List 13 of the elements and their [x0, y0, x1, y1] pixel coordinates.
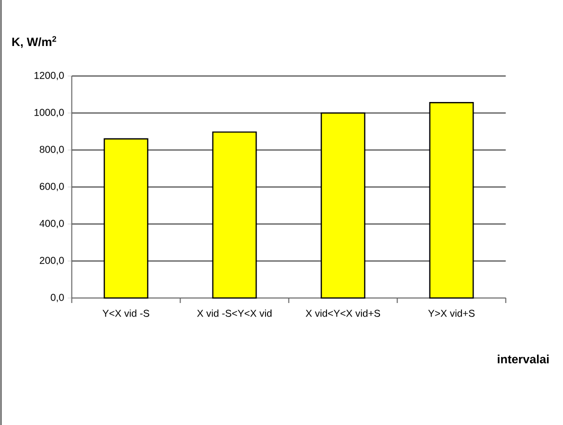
x-tick-label: Y<X vid -S: [102, 310, 150, 317]
y-tick-label: 200,0: [40, 256, 64, 266]
x-tick-label: X vid -S<Y<X vid: [197, 310, 272, 317]
x-tick-label: X vid<Y<X vid+S: [306, 310, 380, 317]
y-tick-label: 400,0: [40, 220, 64, 228]
y-tick-label: 600,0: [40, 182, 64, 192]
y-tick-label: 1200,0: [34, 72, 64, 80]
y-axis-title: K, W/m$^{2}$: [12, 36, 56, 48]
x-tick-label: Y>X vid+S: [428, 310, 475, 317]
y-tick-label: 1000,0: [34, 108, 64, 118]
x-axis-title: intervalai: [498, 354, 549, 364]
y-tick-label: 0,0: [50, 294, 64, 302]
y-tick-label: 800,0: [40, 146, 64, 154]
